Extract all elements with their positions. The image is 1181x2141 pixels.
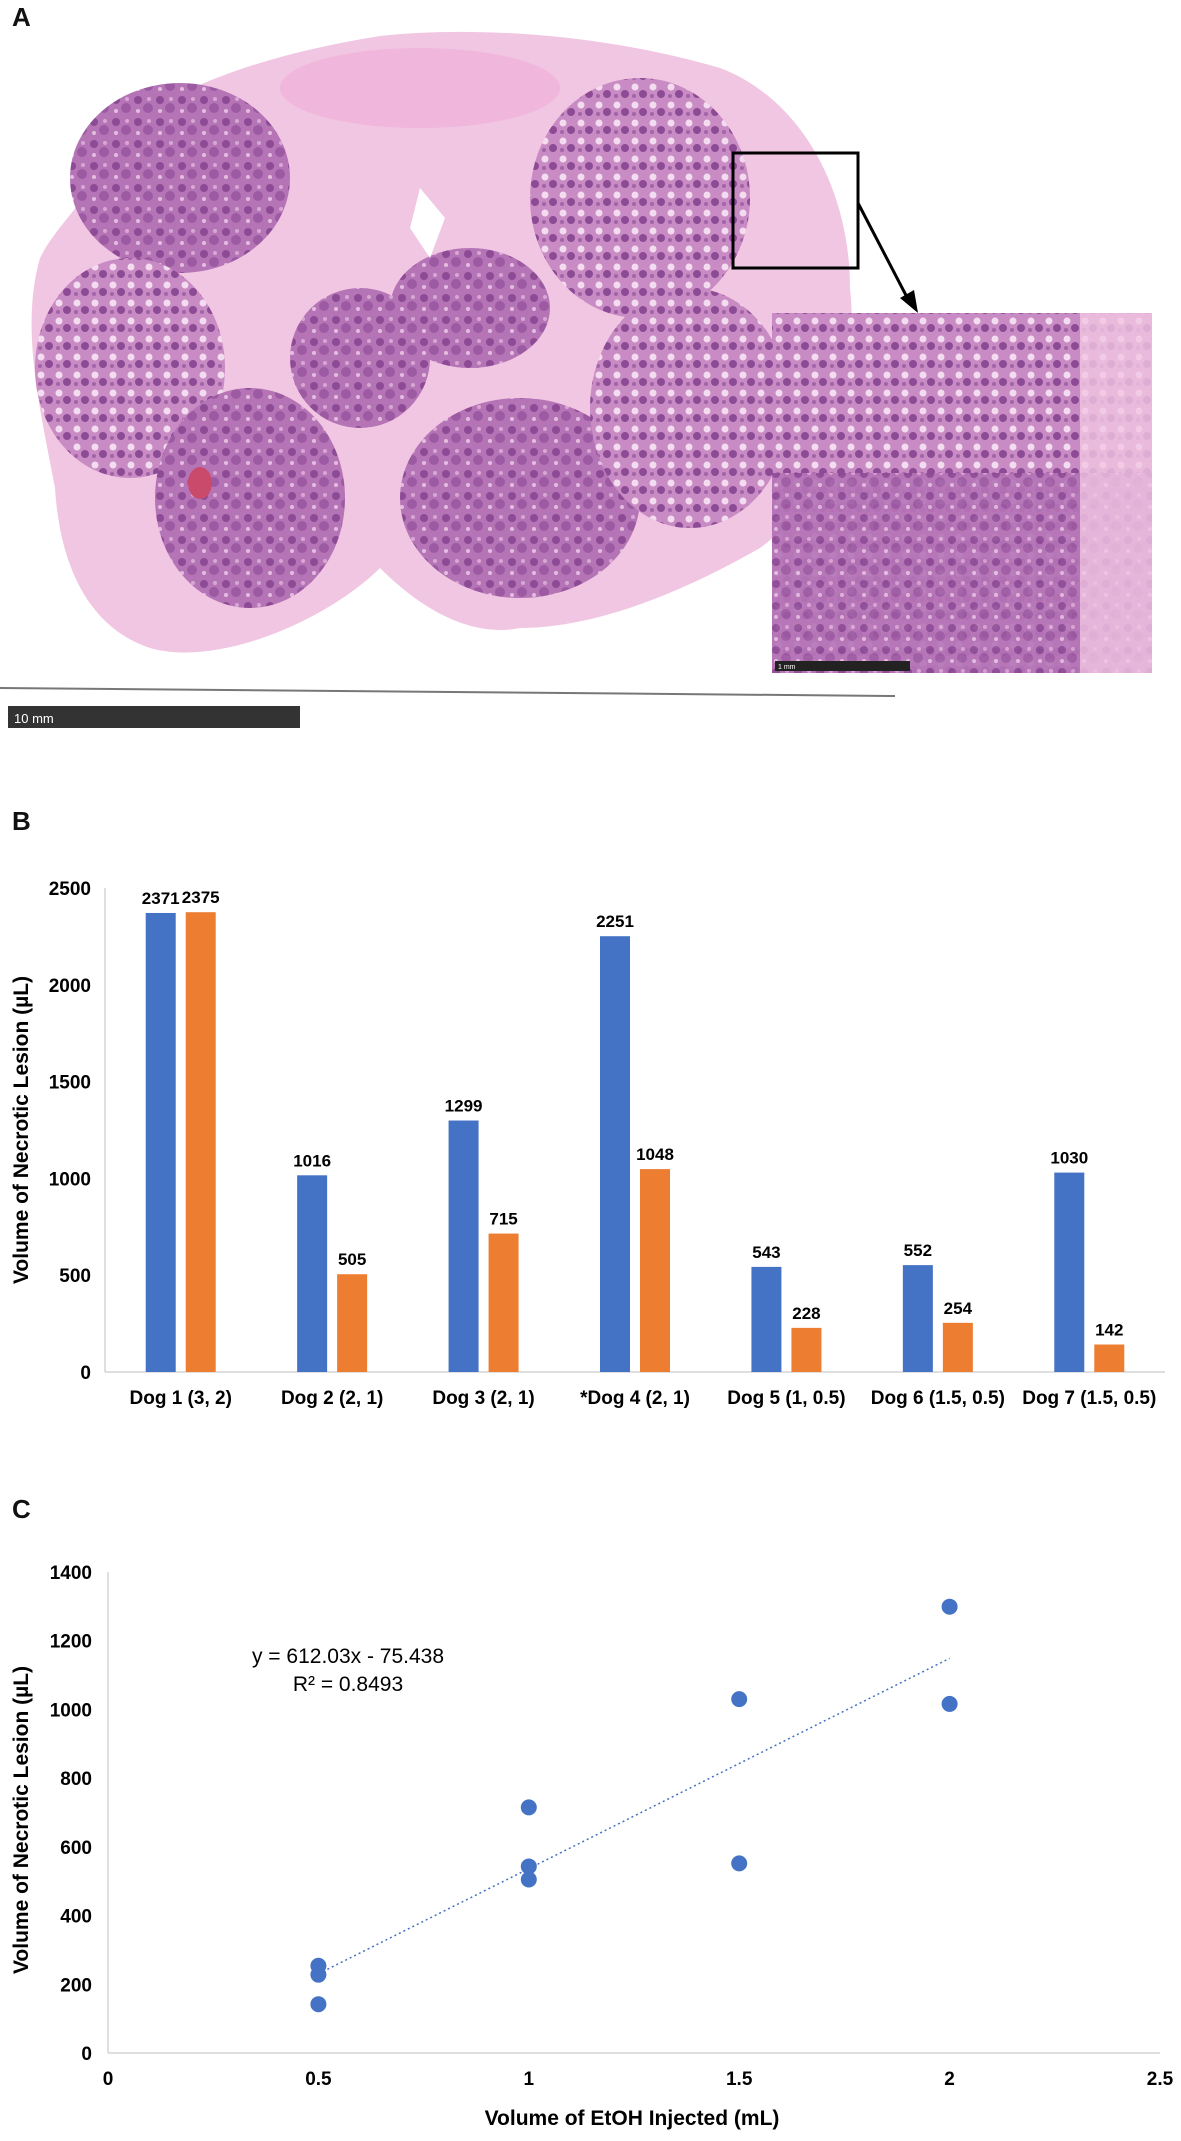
bar-data-label: 228 [792,1304,820,1323]
scatter-x-axis-title: Volume of EtOH Injected (mL) [485,2107,780,2130]
bar-y-tick-label: 500 [59,1266,91,1287]
bar-data-label: 2375 [182,888,220,907]
scatter-point [310,1966,327,1983]
scatter-y-tick-label: 0 [81,2044,92,2065]
scatter-x-tick-label: 1.5 [726,2069,753,2090]
bar-data-label: 1299 [445,1097,483,1116]
bar-chart: 0 500 1000 1500 2000 2500 2371 2375 1016 505 1299… [10,879,1165,1409]
scatter-y-tick-label: 1000 [50,1700,92,1721]
bar-y-tick-label: 2500 [49,879,91,900]
bar-data-label: 1048 [636,1145,674,1164]
bar-data-label: 505 [338,1250,366,1269]
bar-data-label: 1016 [293,1151,331,1170]
trendline-equation: y = 612.03x - 75.438 [252,1645,444,1668]
bar-y-axis-title: Volume of Necrotic Lesion (µL) [10,976,33,1284]
bar-data-label: 2251 [596,912,634,931]
scatter-y-tick-label: 600 [60,1838,92,1859]
panel-label-c: C [12,1494,31,1524]
bar-category-label: Dog 3 (2, 1) [432,1388,534,1409]
bar-category-label: *Dog 4 (2, 1) [580,1388,690,1409]
bar-category-label: Dog 2 (2, 1) [281,1388,383,1409]
bar-data-label: 142 [1095,1321,1123,1340]
scatter-x-tick-label: 2 [944,2069,955,2090]
bar-category-label: Dog 5 (1, 0.5) [727,1388,845,1409]
histology-panel: 1 mm 10 mm [0,28,1165,738]
scatter-chart: 0 200 400 600 800 1000 1200 1400 0 0.5 1 1.5 2 2.5 y… [10,1563,1174,2130]
bar-y-tick-label: 1000 [49,1169,91,1190]
scatter-y-tick-label: 1400 [50,1563,92,1584]
scatter-y-tick-label: 800 [60,1769,92,1790]
bar [1094,1344,1125,1372]
histology-image: 1 mm 10 mm [0,31,1152,728]
bar [791,1327,822,1372]
scatter-y-tick-label: 1200 [50,1632,92,1653]
scatter-x-tick-label: 0 [103,2069,114,2090]
scatter-point [310,1996,327,2013]
bar-data-label: 254 [944,1299,973,1318]
bar-y-tick-label: 2000 [49,976,91,997]
bar [297,1175,328,1372]
scatter-point [941,1695,958,1712]
bar [902,1265,933,1372]
bar-category-label: Dog 7 (1.5, 0.5) [1022,1388,1156,1409]
bar-chart-panel: 0 500 1000 1500 2000 2500 2371 2375 1016 505 1299… [0,860,1181,1420]
scatter-x-tick-label: 2.5 [1147,2069,1174,2090]
scatter-chart-panel: 0 200 400 600 800 1000 1200 1400 0 0.5 1 1.5 2 2.5 y… [0,1560,1181,2136]
trendline [318,1657,950,1975]
bar [942,1322,973,1372]
bar-y-tick-label: 0 [80,1363,91,1384]
panel-label-a: A [12,2,31,32]
scatter-point [520,1799,537,1816]
scatter-point [520,1871,537,1888]
scatter-x-tick-label: 0.5 [305,2069,332,2090]
scatter-point [731,1855,748,1872]
scatter-point [520,1858,537,1875]
scatter-y-axis-title: Volume of Necrotic Lesion (µL) [10,1666,33,1974]
bar-data-label: 552 [904,1241,932,1260]
bar-data-label: 2371 [142,889,180,908]
bar [751,1266,782,1372]
scatter-y-tick-label: 200 [60,1975,92,1996]
scatter-y-tick-label: 400 [60,1907,92,1928]
bar-data-label: 543 [752,1243,780,1262]
bar-category-label: Dog 1 (3, 2) [130,1388,232,1409]
panel-label-b: B [12,806,31,836]
bar [185,912,216,1372]
bar-category-label: Dog 6 (1.5, 0.5) [871,1388,1005,1409]
scatter-point [731,1691,748,1708]
bar [145,912,176,1372]
r-squared-label: R² = 0.8493 [293,1673,403,1696]
bar-y-tick-label: 1500 [49,1073,91,1094]
bar [640,1169,670,1372]
bar [1054,1172,1085,1372]
bar [337,1274,368,1372]
bar [488,1233,519,1372]
scatter-x-tick-label: 1 [524,2069,535,2090]
bar [448,1120,479,1372]
bar-data-label: 1030 [1050,1149,1088,1168]
inset-scale-label: 1 mm [778,664,796,671]
scale-bar-label: 10 mm [14,711,54,726]
bar-data-label: 715 [489,1210,517,1229]
scatter-point [941,1598,958,1615]
bar [600,936,630,1372]
